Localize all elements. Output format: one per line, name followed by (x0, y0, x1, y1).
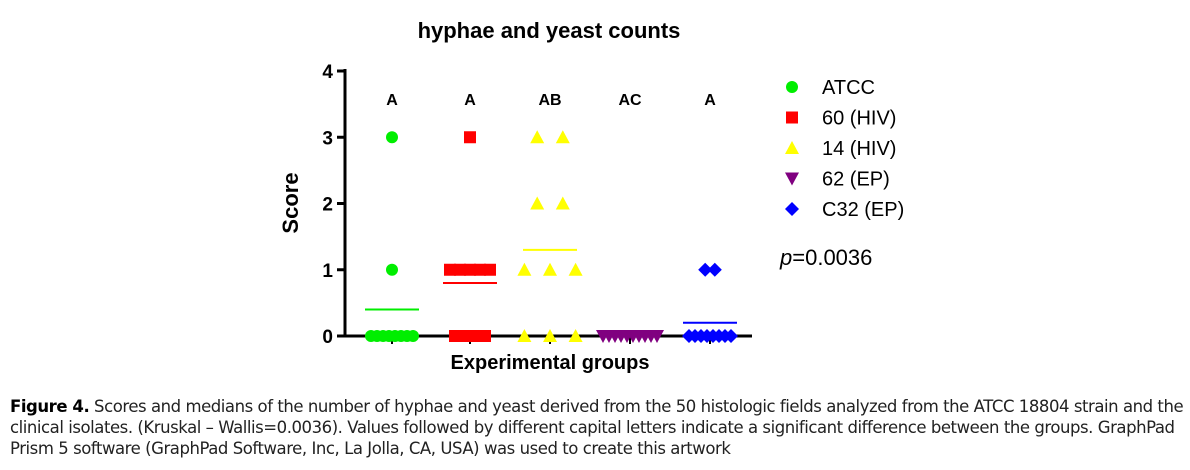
significance-letter: AB (538, 92, 561, 109)
data-point (479, 330, 491, 342)
legend-label: 60 (HIV) (822, 108, 896, 130)
data-point (530, 196, 545, 210)
series-1: A (443, 92, 497, 342)
p-value-annotation: p=0.0036 (779, 245, 872, 270)
significance-letter: A (464, 92, 476, 109)
data-point (555, 130, 570, 144)
legend-marker (785, 141, 799, 154)
data-point (698, 262, 713, 277)
data-point (444, 263, 456, 276)
series-0: A (365, 92, 419, 342)
data-point (407, 330, 419, 342)
data-point (517, 262, 532, 276)
data-point (724, 329, 738, 343)
data-point (555, 196, 570, 210)
legend-label: 62 (EP) (822, 169, 890, 191)
data-point (469, 330, 481, 342)
chart-title: hyphae and yeast counts (418, 18, 681, 43)
legend-label: C32 (EP) (822, 199, 904, 221)
data-point (517, 329, 532, 342)
y-tick-label: 2 (322, 195, 333, 216)
data-point (474, 263, 486, 276)
significance-letter: AC (618, 92, 642, 109)
caption-text: Scores and medians of the number of hyph… (10, 397, 1184, 458)
y-tick-label: 1 (322, 261, 333, 282)
legend-label: 14 (HIV) (822, 138, 896, 160)
y-tick-label: 3 (322, 128, 333, 149)
data-point (464, 131, 476, 144)
legend-label: ATCC (822, 77, 875, 99)
caption-label: Figure 4. (10, 397, 90, 416)
chart: hyphae and yeast counts Score Experiment… (278, 18, 904, 374)
legend-marker (785, 172, 799, 186)
series-3: AC (596, 92, 664, 343)
significance-letter: A (704, 92, 716, 109)
data-point (484, 263, 496, 276)
y-tick-label: 4 (322, 62, 333, 83)
data-point (530, 130, 545, 144)
data-point (568, 262, 583, 276)
legend-marker (786, 111, 798, 124)
figure-caption: Figure 4. Scores and medians of the numb… (10, 396, 1185, 459)
data-point (449, 330, 461, 342)
data-point (386, 131, 398, 144)
y-tick-label: 0 (322, 327, 333, 348)
data-point (543, 329, 557, 342)
legend-marker (786, 81, 798, 93)
data-point (386, 263, 398, 276)
series-2: AB (517, 92, 583, 342)
data-point (464, 263, 476, 276)
data-point (459, 330, 471, 342)
legend-marker (785, 202, 799, 216)
series-4: A (682, 92, 738, 343)
data-point (707, 262, 722, 277)
data-point (543, 262, 557, 276)
data-point (568, 329, 583, 342)
data-point (454, 263, 466, 276)
significance-letter: A (386, 92, 398, 109)
y-axis-label: Score (278, 172, 303, 233)
x-axis-label: Experimental groups (451, 352, 650, 374)
